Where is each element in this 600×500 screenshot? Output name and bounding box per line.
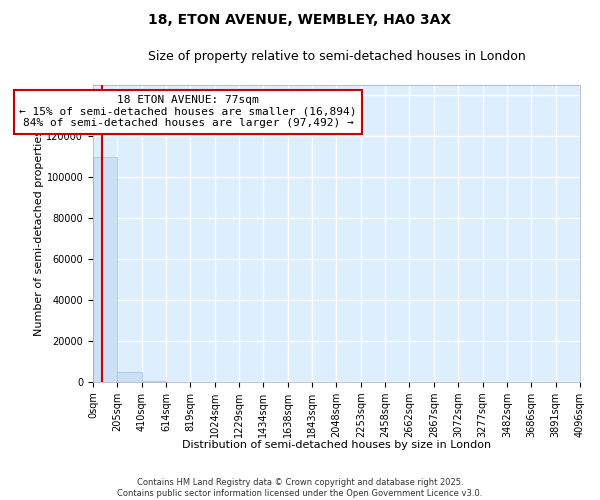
Text: 18, ETON AVENUE, WEMBLEY, HA0 3AX: 18, ETON AVENUE, WEMBLEY, HA0 3AX: [148, 12, 452, 26]
Bar: [118, 372, 142, 382]
Text: 18 ETON AVENUE: 77sqm
← 15% of semi-detached houses are smaller (16,894)
84% of : 18 ETON AVENUE: 77sqm ← 15% of semi-deta…: [19, 95, 357, 128]
Text: Contains HM Land Registry data © Crown copyright and database right 2025.
Contai: Contains HM Land Registry data © Crown c…: [118, 478, 482, 498]
X-axis label: Distribution of semi-detached houses by size in London: Distribution of semi-detached houses by …: [182, 440, 491, 450]
Y-axis label: Number of semi-detached properties: Number of semi-detached properties: [34, 130, 44, 336]
Title: Size of property relative to semi-detached houses in London: Size of property relative to semi-detach…: [148, 50, 526, 63]
Bar: [93, 156, 118, 382]
